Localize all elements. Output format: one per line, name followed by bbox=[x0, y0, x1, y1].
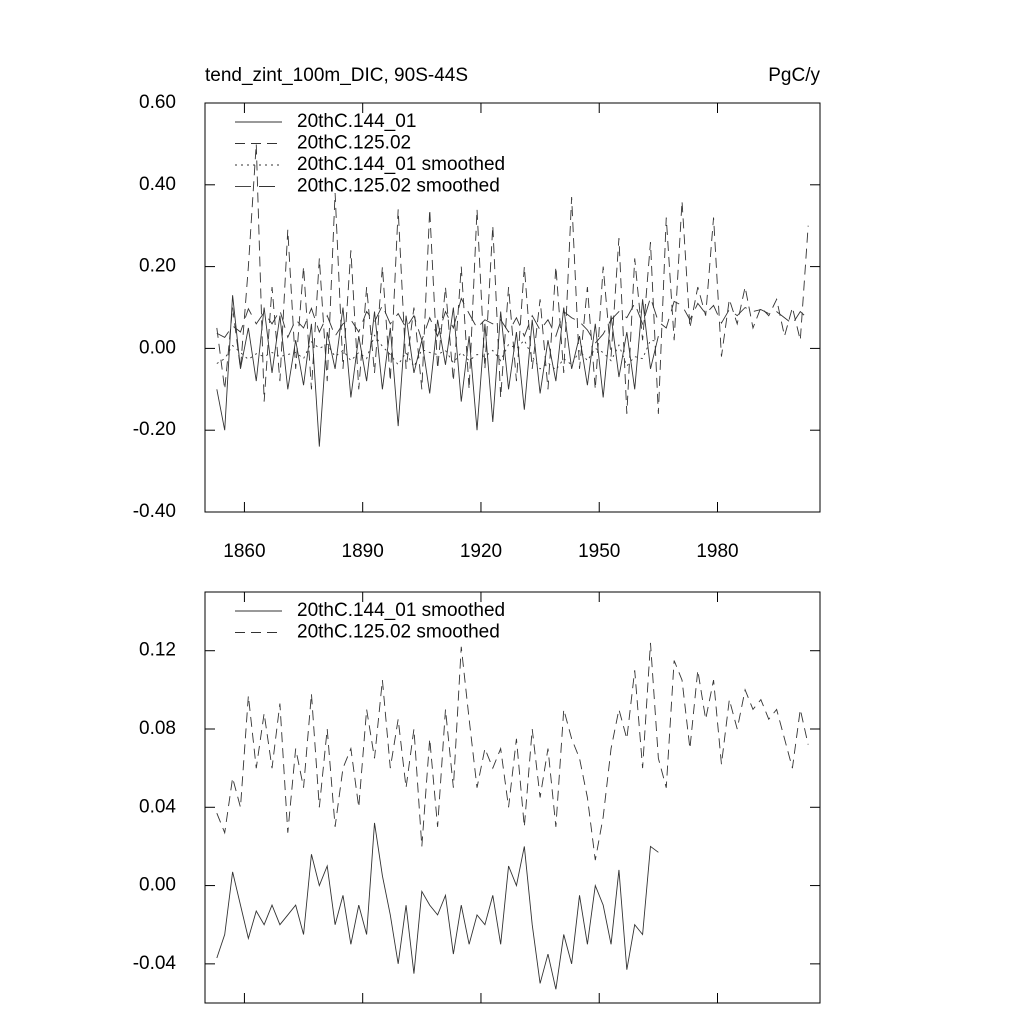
y-tick-label: 0.04 bbox=[139, 796, 176, 817]
plot-frame bbox=[204, 591, 821, 1004]
x-tick-label: 1980 bbox=[696, 541, 738, 562]
legend-label: 20thC.125.02 smoothed bbox=[297, 176, 500, 197]
units-label: PgC/y bbox=[768, 65, 820, 86]
plot-frame bbox=[204, 102, 821, 513]
chart-title: tend_zint_100m_DIC, 90S-44S bbox=[205, 65, 468, 86]
legend-label: 20thC.125.02 smoothed bbox=[297, 622, 500, 643]
y-tick-label: 0.12 bbox=[139, 640, 176, 661]
x-tick-label: 1860 bbox=[223, 541, 265, 562]
legend-label: 20thC.144_01 bbox=[297, 111, 416, 132]
legend-label: 20thC.125.02 bbox=[297, 133, 411, 154]
series-line bbox=[216, 295, 659, 447]
series-line bbox=[216, 822, 659, 990]
series-line bbox=[216, 642, 809, 861]
x-tick-label: 1920 bbox=[460, 541, 502, 562]
y-tick-label: 0.00 bbox=[139, 337, 176, 358]
legend-label: 20thC.144_01 smoothed bbox=[297, 154, 505, 175]
y-tick-label: -0.04 bbox=[133, 953, 177, 974]
y-tick-label: -0.20 bbox=[133, 419, 176, 440]
y-tick-label: 0.08 bbox=[139, 718, 176, 739]
series-line bbox=[216, 296, 809, 344]
series-line bbox=[216, 143, 809, 414]
y-tick-label: 0.60 bbox=[139, 92, 176, 113]
y-tick-label: 0.00 bbox=[139, 875, 176, 896]
legend-label: 20thC.144_01 smoothed bbox=[297, 600, 505, 621]
x-tick-label: 1950 bbox=[578, 541, 620, 562]
y-tick-label: 0.20 bbox=[139, 256, 176, 277]
y-tick-label: 0.40 bbox=[139, 174, 176, 195]
y-tick-label: -0.40 bbox=[133, 501, 176, 522]
x-tick-label: 1890 bbox=[342, 541, 384, 562]
